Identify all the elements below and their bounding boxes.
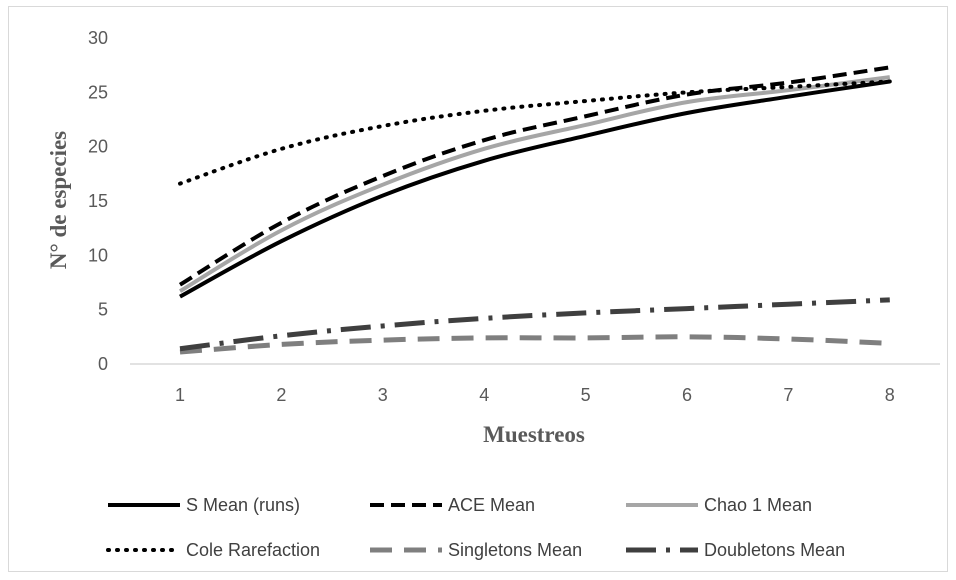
x-tick-label: 5	[581, 385, 591, 405]
legend-label: ACE Mean	[448, 495, 535, 515]
y-tick-label: 30	[88, 28, 108, 48]
y-tick-label: 25	[88, 82, 108, 102]
legend-item: Chao 1 Mean	[626, 495, 812, 515]
x-tick-label: 8	[885, 385, 895, 405]
x-tick-label: 4	[479, 385, 489, 405]
legend-item: S Mean (runs)	[108, 495, 300, 515]
chart-frame	[8, 6, 948, 572]
series-lines	[178, 65, 892, 355]
legend-label: Chao 1 Mean	[704, 495, 812, 515]
x-tick-label: 6	[682, 385, 692, 405]
y-axis-title: N° de especies	[46, 131, 71, 269]
legend-item: ACE Mean	[370, 495, 535, 515]
x-tick-label: 3	[378, 385, 388, 405]
x-axis-title: Muestreos	[483, 422, 585, 447]
y-tick-label: 15	[88, 191, 108, 211]
series-line-s-mean-runs	[179, 79, 891, 299]
y-tick-label: 10	[88, 245, 108, 265]
series-line-ace-mean	[178, 65, 891, 287]
series-line-doubletons-mean	[179, 297, 890, 352]
y-tick-label: 5	[98, 300, 108, 320]
legend: S Mean (runs) ACE Mean Chao 1 Mean Cole Rar…	[106, 495, 845, 560]
y-axis-ticks: 0 5 10 15 20 25 30	[88, 28, 108, 374]
x-tick-label: 2	[276, 385, 286, 405]
legend-item: Doubletons Mean	[626, 540, 845, 560]
legend-label: Cole Rarefaction	[186, 540, 320, 560]
legend-label: S Mean (runs)	[186, 495, 300, 515]
x-axis-ticks: 1 2 3 4 5 6 7 8	[175, 385, 895, 405]
series-line-singletons-mean	[179, 334, 890, 355]
legend-label: Doubletons Mean	[704, 540, 845, 560]
legend-item: Singletons Mean	[370, 540, 582, 560]
legend-label: Singletons Mean	[448, 540, 582, 560]
x-tick-label: 7	[783, 385, 793, 405]
y-tick-label: 0	[98, 354, 108, 374]
series-line-chao-1-mean	[178, 75, 891, 293]
y-tick-label: 20	[88, 137, 108, 157]
legend-item: Cole Rarefaction	[106, 540, 320, 560]
x-tick-label: 1	[175, 385, 185, 405]
series-line-cole-rarefaction	[178, 79, 892, 186]
